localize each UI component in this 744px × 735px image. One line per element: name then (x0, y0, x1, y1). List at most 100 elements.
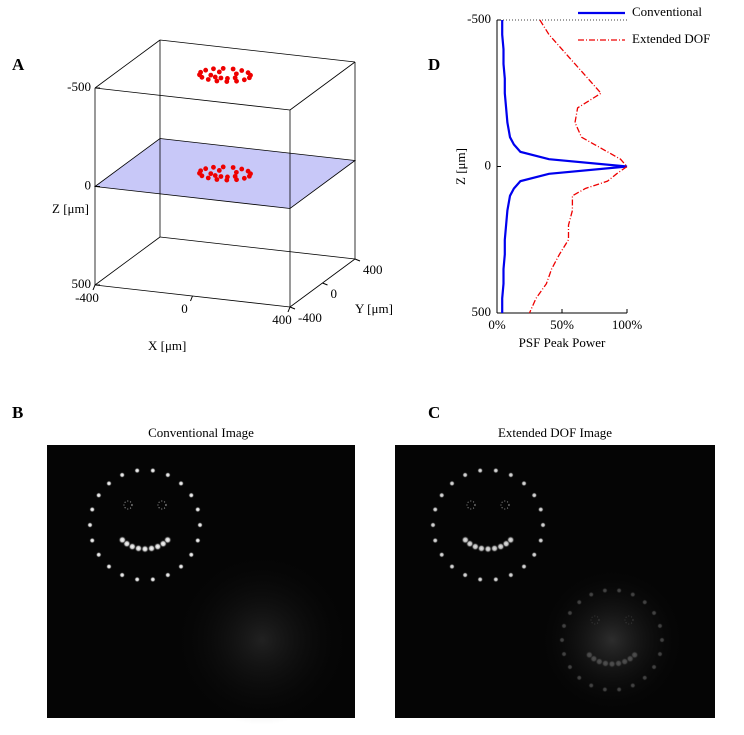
panel-label: B (12, 403, 23, 422)
image-dot (134, 576, 141, 583)
point (211, 164, 216, 170)
image-dot (521, 563, 528, 570)
image-dot (561, 622, 568, 629)
image-dot (477, 576, 484, 583)
point (225, 75, 230, 81)
image-dot (153, 542, 162, 551)
z-axis-label: Z [μm] (52, 201, 89, 216)
image-dot (601, 659, 610, 668)
power-tick-label: 50% (550, 317, 574, 332)
y-tick (289, 306, 296, 310)
point (203, 67, 209, 73)
image-dot (656, 651, 663, 658)
image-dot (629, 591, 636, 598)
box-edge (94, 236, 161, 286)
image-dot (540, 522, 546, 528)
image-dot (576, 674, 583, 681)
panel-label: A (12, 55, 25, 74)
image-dot (178, 480, 185, 487)
y-tick (354, 258, 361, 262)
image-dot (118, 535, 127, 544)
image-dot (559, 637, 565, 643)
image-dot (576, 599, 583, 606)
image-dot (566, 609, 573, 616)
point (203, 166, 209, 172)
image-dot (496, 542, 505, 551)
image-dot (87, 522, 93, 528)
image-dot (521, 480, 528, 487)
x-tick (92, 284, 96, 291)
image-dot (641, 599, 648, 606)
x-tick-label: -400 (75, 290, 99, 305)
point (233, 71, 239, 77)
image-dot (492, 467, 499, 474)
image-dot (588, 591, 595, 598)
x-tick (190, 295, 193, 302)
image-blur (542, 570, 682, 710)
y-tick-label: -400 (298, 310, 322, 325)
image-dot (462, 572, 469, 579)
image-blur (177, 555, 347, 725)
image-dot (164, 572, 171, 579)
box-edge (289, 61, 356, 111)
point (245, 168, 251, 174)
image-dot (178, 563, 185, 570)
x-tick (287, 306, 291, 313)
image-dot (492, 576, 499, 583)
x-tick-label: 400 (272, 312, 292, 327)
point (212, 173, 218, 178)
z-tick-label: 500 (72, 276, 92, 291)
image-title: Conventional Image (148, 425, 254, 440)
image-dot (438, 492, 445, 499)
point (216, 69, 222, 75)
image-eye (624, 615, 634, 625)
image-dot (149, 576, 156, 583)
image-eye (123, 500, 133, 510)
image-dot (507, 572, 514, 579)
image-dot (89, 537, 96, 544)
point (214, 78, 220, 84)
box-edge (159, 236, 356, 260)
image-dot (561, 651, 568, 658)
image-dot (141, 545, 149, 553)
image-dot (537, 537, 544, 544)
power-tick-label: 0% (488, 317, 506, 332)
image-dot (656, 622, 663, 629)
point (239, 166, 245, 172)
point (205, 77, 211, 82)
point (214, 177, 220, 182)
y-tick (322, 282, 328, 286)
point (241, 77, 247, 83)
image-dot (448, 480, 455, 487)
y-tick-label: 400 (363, 262, 383, 277)
point (232, 75, 238, 81)
image-dot (651, 609, 658, 616)
point (218, 174, 224, 179)
image-dot (629, 682, 636, 689)
image-dot (149, 467, 156, 474)
image-dot (188, 551, 195, 558)
point (220, 66, 226, 71)
image-dot (134, 467, 141, 474)
image-dot (537, 506, 544, 513)
image-dot (194, 537, 201, 544)
point (220, 164, 226, 170)
point (199, 74, 205, 80)
point (245, 70, 251, 76)
point (230, 66, 236, 72)
point (208, 72, 214, 78)
image-title: Extended DOF Image (498, 425, 612, 440)
legend-label: Conventional (632, 4, 702, 19)
image-dot (484, 545, 492, 553)
image-dot (608, 660, 616, 668)
image-eye (500, 500, 510, 510)
image-dot (531, 492, 538, 499)
image-dot (105, 480, 112, 487)
image-dot (432, 537, 439, 544)
image-dot (477, 467, 484, 474)
z-tick-label: -500 (67, 79, 91, 94)
image-dot (188, 492, 195, 499)
box-edge (159, 39, 356, 63)
point (205, 175, 211, 181)
image-dots (87, 467, 665, 693)
